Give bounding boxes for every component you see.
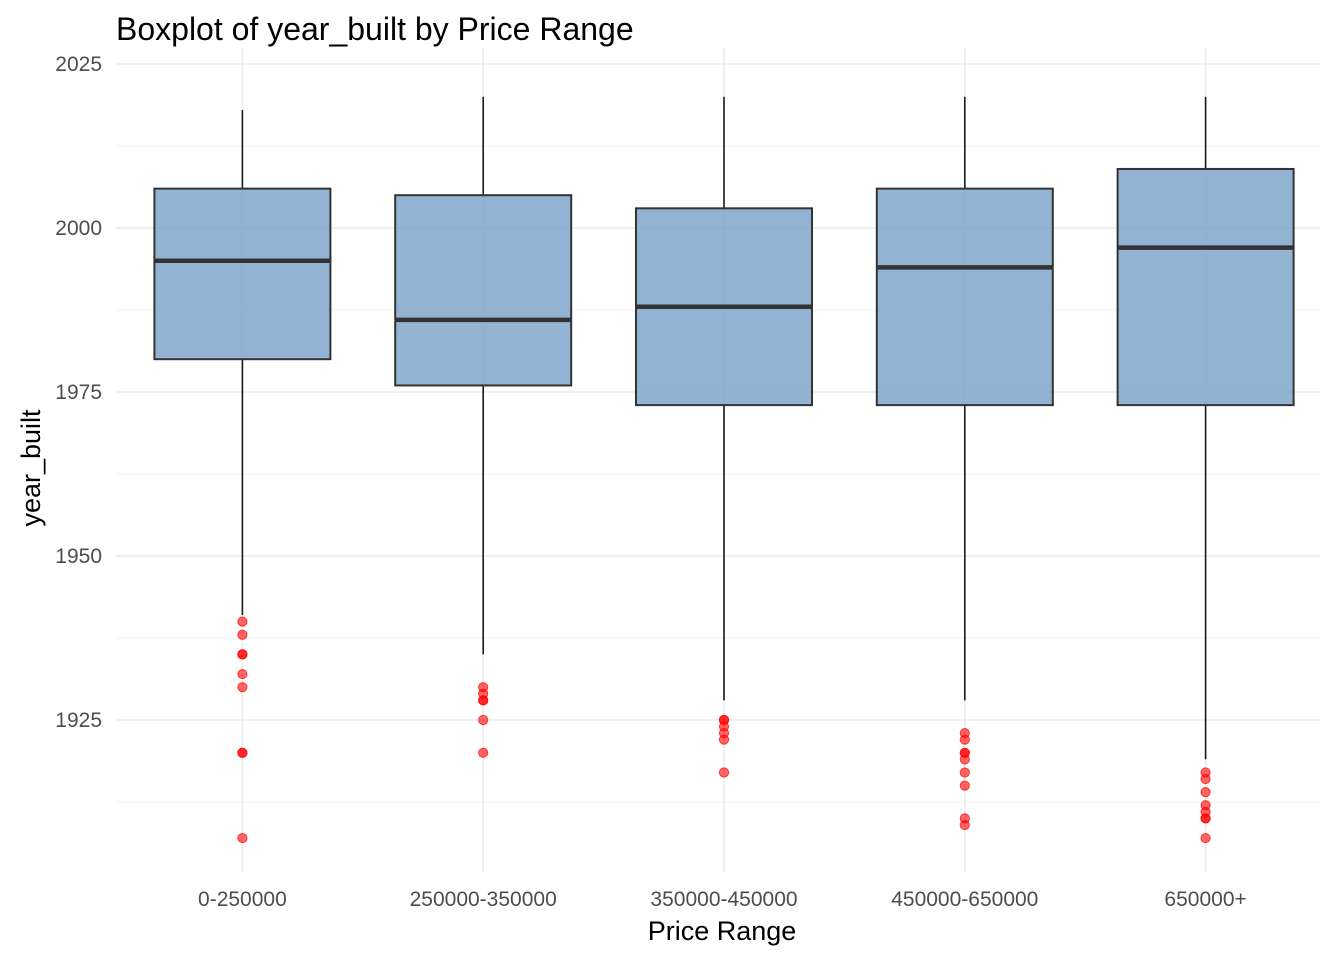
y-tick-label: 1925 bbox=[55, 709, 102, 732]
y-tick-label: 1950 bbox=[55, 545, 102, 568]
outlier-point bbox=[959, 819, 970, 831]
outlier-point bbox=[237, 747, 248, 758]
y-tick-label: 2000 bbox=[55, 217, 102, 240]
x-axis-title: Price Range bbox=[648, 916, 797, 946]
outlier-point bbox=[237, 668, 248, 680]
box bbox=[394, 194, 573, 387]
box bbox=[153, 187, 332, 361]
outlier-point bbox=[1200, 832, 1211, 844]
outlier-point bbox=[718, 767, 730, 778]
outlier-point bbox=[237, 682, 248, 693]
outlier-point bbox=[478, 714, 489, 726]
x-tick-label: 250000-350000 bbox=[410, 888, 557, 911]
box bbox=[875, 187, 1054, 407]
box bbox=[1116, 167, 1295, 407]
outlier-point bbox=[237, 616, 248, 627]
outlier-point bbox=[1200, 773, 1211, 785]
outlier-point bbox=[959, 780, 970, 791]
x-tick-label: 450000-650000 bbox=[891, 888, 1038, 911]
outlier-point bbox=[718, 734, 730, 745]
x-tick-labels: 0-250000 250000-350000 350000-450000 450000… bbox=[198, 888, 1247, 911]
x-tick-label: 650000+ bbox=[1164, 888, 1246, 911]
outlier-point bbox=[959, 734, 970, 745]
outlier-point bbox=[237, 832, 248, 844]
outlier-point bbox=[478, 747, 489, 758]
outlier-point bbox=[237, 649, 248, 660]
boxes bbox=[153, 96, 1295, 844]
x-tick-label: 350000-450000 bbox=[650, 888, 797, 911]
box-group bbox=[875, 96, 1054, 831]
box-group bbox=[394, 96, 573, 758]
x-tick-label: 0-250000 bbox=[198, 888, 287, 911]
y-axis-title: year_built bbox=[16, 409, 46, 527]
chart-title: Boxplot of year_built by Price Range bbox=[116, 11, 634, 47]
outlier-point bbox=[1200, 813, 1211, 824]
outlier-point bbox=[959, 767, 970, 778]
box-group bbox=[635, 96, 813, 778]
box-group bbox=[153, 109, 332, 844]
outlier-point bbox=[1200, 787, 1211, 798]
box-group bbox=[1116, 96, 1295, 844]
outlier-point bbox=[478, 695, 489, 706]
y-tick-label: 2025 bbox=[55, 53, 102, 76]
outlier-point bbox=[959, 754, 970, 765]
outlier-point bbox=[237, 629, 248, 640]
y-tick-labels: 1925 1950 1975 2000 2025 bbox=[55, 53, 102, 732]
y-tick-label: 1975 bbox=[55, 381, 102, 404]
